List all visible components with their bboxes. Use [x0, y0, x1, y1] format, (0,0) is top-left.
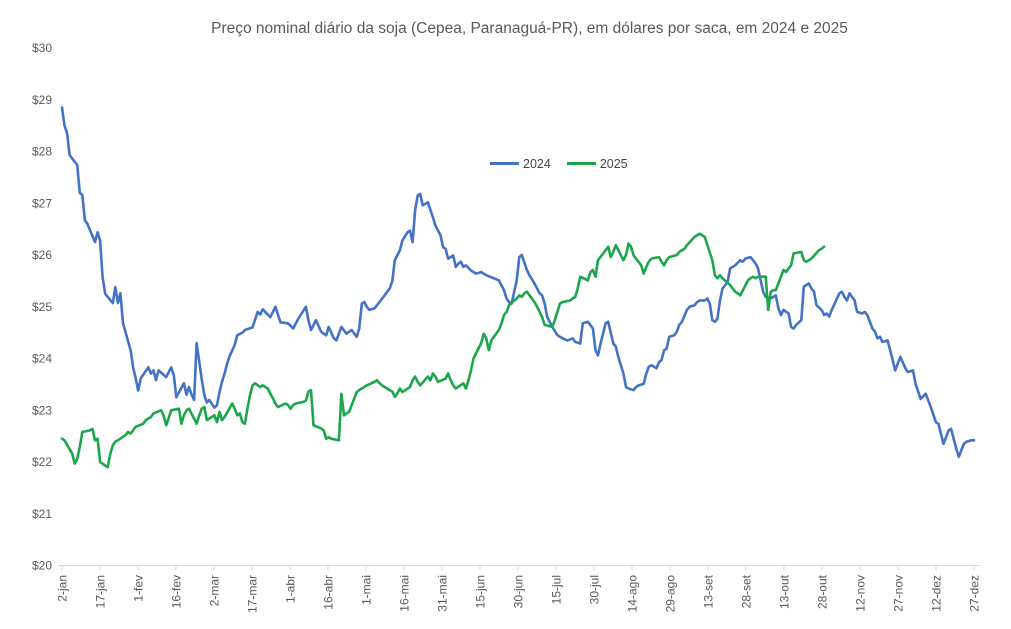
y-tick-label: $23: [32, 403, 52, 417]
y-tick-label: $28: [32, 145, 52, 159]
y-tick-label: $26: [32, 248, 52, 262]
x-axis: 2-jan 17-jan 1-fev 16-fev 2-mar 17-mar 1-abr 16…: [56, 565, 982, 613]
x-tick-label: 31-mai: [436, 575, 450, 612]
x-tick-label: 15-jul: [550, 575, 564, 604]
x-tick-label: 16-mai: [398, 575, 412, 612]
y-tick-label: $27: [32, 196, 52, 210]
y-axis: $30 $29 $28 $27 $26 $25 $24 $23 $22 $21 $20: [32, 41, 52, 573]
legend-label-2025: 2025: [599, 156, 628, 171]
series-2025-swatch-icon: [566, 162, 596, 165]
x-tick-label: 13-out: [778, 574, 792, 609]
x-tick-label: 1-abr: [284, 575, 298, 603]
y-tick-label: $29: [32, 93, 52, 107]
x-tick-label: 1-fev: [132, 575, 146, 602]
y-tick-label: $30: [32, 41, 52, 55]
x-tick-label: 12-dez: [930, 575, 944, 612]
x-tick-label: 2-mar: [208, 575, 222, 606]
x-tick-label: 29-ago: [664, 575, 678, 613]
x-tick-label: 30-jul: [588, 575, 602, 604]
y-tick-label: $20: [32, 559, 52, 573]
y-tick-label: $25: [32, 300, 52, 314]
y-tick-label: $22: [32, 455, 52, 469]
x-tick-label: 16-fev: [170, 575, 184, 608]
chart-title: Preço nominal diário da soja (Cepea, Par…: [211, 20, 848, 37]
y-tick-label: $21: [32, 507, 52, 521]
x-tick-label: 30-jun: [512, 575, 526, 608]
x-tick-label: 28-out: [816, 574, 830, 609]
chart-legend: 2024 2025: [490, 155, 628, 172]
x-tick-label: 1-mai: [360, 575, 374, 605]
series-2024-line: [60, 106, 976, 459]
series-2024-swatch-icon: [490, 162, 519, 165]
x-tick-label: 28-set: [740, 574, 754, 608]
x-tick-label: 12-nov: [854, 575, 868, 612]
x-tick-label: 16-abr: [322, 575, 336, 610]
y-tick-label: $24: [32, 352, 52, 366]
legend-item-2025: 2025: [566, 155, 628, 172]
legend-label-2024: 2024: [523, 156, 551, 171]
x-tick-label: 14-ago: [626, 575, 640, 613]
x-tick-label: 15-jun: [474, 575, 488, 608]
x-tick-label: 27-nov: [892, 575, 906, 612]
x-tick-label: 17-jan: [94, 575, 108, 608]
x-tick-label: 2-jan: [56, 575, 70, 602]
x-tick-label: 17-mar: [246, 575, 260, 613]
x-tick-label: 13-set: [702, 574, 716, 608]
x-tick-label: 27-dez: [968, 575, 982, 612]
legend-item-2024: 2024: [490, 155, 551, 172]
series-2025-line: [60, 232, 826, 469]
